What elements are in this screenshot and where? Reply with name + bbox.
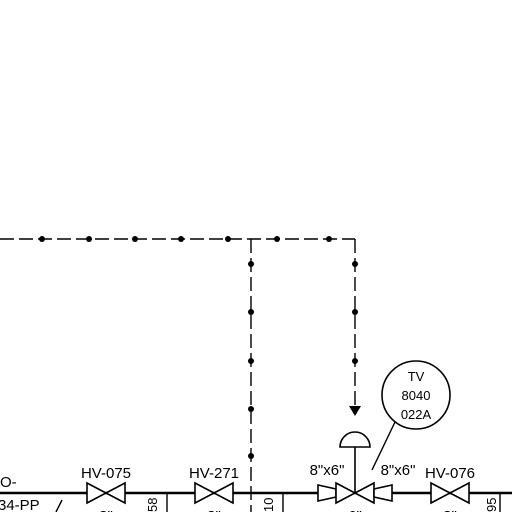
vertical-tag-2: 10 [261,498,276,512]
instrument-bubble: TV 8040 022A [371,360,451,471]
valve-hv-271-tag: HV-271 [189,465,239,482]
pipe-marks [55,493,501,512]
valve-hv-076: HV-076 8" [425,465,475,512]
valve-hv-075-tag: HV-075 [81,465,131,482]
valve-hv-076-size: 8" [443,508,457,512]
valve-hv-076-tag: HV-076 [425,465,475,482]
line-tag-lower: 34-PP [0,497,40,512]
vertical-tag-1: 58 [145,498,160,512]
line-tag-upper: O- [0,474,17,491]
valve-hv-271: HV-271 8" [189,465,239,512]
valve-hv-075: HV-075 8" [81,465,131,512]
instrument-line3: 022A [401,407,432,422]
instrument-line2: 8040 [402,388,431,403]
signal-line-vertical-right [349,239,361,416]
control-valve: 8"x6" 8"x6" 6" [310,462,416,512]
valve-hv-075-size: 8" [99,508,113,512]
valve-hv-271-size: 8" [207,508,221,512]
diaphragm-actuator [339,431,371,492]
vertical-tag-3: 95 [484,498,499,512]
signal-line-vertical-left [248,239,254,512]
control-valve-size: 6" [348,508,362,512]
reducer-left-label: 8"x6" [310,462,345,479]
instrument-line1: TV [408,369,425,384]
signal-line-dots-top [39,236,332,242]
reducer-right-label: 8"x6" [381,462,416,479]
